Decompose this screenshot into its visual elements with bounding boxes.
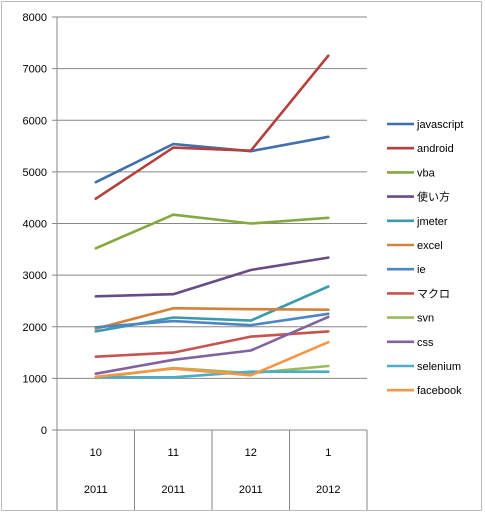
- legend-label: jmeter: [416, 216, 448, 228]
- y-tick-label: 5000: [23, 167, 47, 179]
- legend-label: css: [417, 337, 434, 349]
- y-tick-label: 2000: [23, 322, 47, 334]
- axes: [52, 16, 368, 510]
- series-line: [94, 315, 330, 376]
- series-lines: [94, 54, 330, 380]
- series-line: [94, 312, 330, 329]
- x-category-month-label: 12: [245, 447, 257, 459]
- y-axis-tick-labels: 0 1000 2000 3000 4000 5000 6000 7000 8000: [23, 12, 47, 437]
- legend-label: selenium: [417, 361, 461, 373]
- y-tick-label: 0: [41, 425, 47, 437]
- x-category-month-label: 11: [168, 447, 179, 459]
- y-tick-label: 8000: [23, 12, 47, 24]
- legend-label: android: [417, 143, 454, 155]
- legend-label: ie: [417, 264, 426, 276]
- y-tick-label: 4000: [23, 219, 47, 231]
- series-line: [94, 330, 330, 359]
- series-line: [94, 340, 330, 379]
- legend-label: javascript: [416, 119, 463, 131]
- x-category-year-label: 2011: [84, 484, 108, 496]
- series-line: [94, 256, 330, 298]
- legend: javascript android vba 使い方 jmeter excel ie マクロ s…: [387, 119, 463, 397]
- chart-frame: 0 1000 2000 3000 4000 5000 6000 7000 8000 10 2011…: [1, 1, 482, 511]
- legend-label: svn: [417, 313, 434, 325]
- x-category-month-label: 1: [325, 447, 331, 459]
- y-tick-label: 7000: [23, 64, 47, 76]
- series-line: [94, 306, 330, 331]
- x-category-month-label: 10: [90, 447, 102, 459]
- x-category-year-label: 2012: [316, 484, 340, 496]
- x-category-year-label: 2011: [239, 484, 263, 496]
- legend-label: excel: [417, 240, 443, 252]
- series-line: [94, 213, 330, 250]
- series-line: [94, 54, 330, 200]
- x-axis-category-labels: 10 2011 11 2011 12 2011 1 2012: [84, 447, 341, 496]
- legend-label: 使い方: [417, 190, 450, 204]
- series-line: [94, 370, 330, 379]
- y-tick-label: 3000: [23, 270, 47, 282]
- legend-label: vba: [417, 167, 436, 179]
- line-chart: 0 1000 2000 3000 4000 5000 6000 7000 8000 10 2011…: [23, 12, 463, 510]
- y-tick-label: 1000: [23, 373, 47, 385]
- x-category-year-label: 2011: [161, 484, 185, 496]
- y-tick-label: 6000: [23, 115, 47, 127]
- legend-label: facebook: [417, 385, 462, 397]
- legend-label: マクロ: [417, 287, 450, 300]
- series-line: [94, 135, 330, 184]
